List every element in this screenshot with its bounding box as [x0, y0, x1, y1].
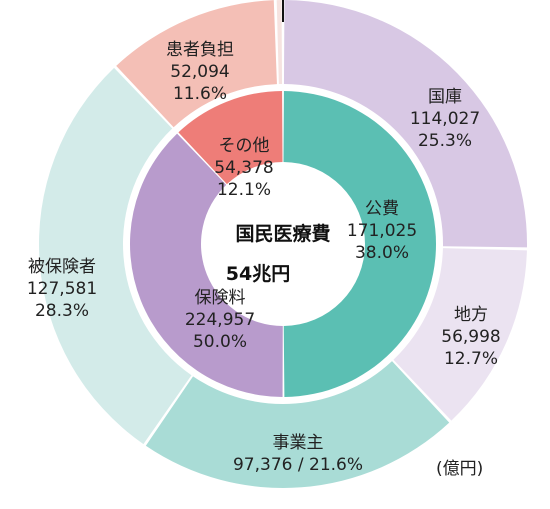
label-kanja-value: 52,094: [170, 62, 229, 82]
label-jigyonushi-value: 97,376 / 21.6%: [233, 455, 363, 475]
outer-slice-chiho: [393, 248, 527, 421]
label-kohi-percent: 38.0%: [355, 243, 409, 263]
inner-slice-sonota: [178, 91, 283, 185]
label-kokko-name: 国庫: [428, 87, 462, 107]
label-kanja-name: 患者負担: [166, 40, 234, 60]
label-hokenryo-name: 保険料: [195, 288, 246, 308]
label-hokenryo-value: 224,957: [185, 310, 255, 330]
label-kanja-percent: 11.6%: [173, 84, 227, 104]
label-chiho-value: 56,998: [441, 327, 500, 347]
label-jigyonushi-name: 事業主: [273, 433, 324, 453]
inner-slice-kohi: [130, 133, 283, 397]
label-sonota-value: 54,378: [214, 158, 273, 178]
center-label-total: 54兆円: [226, 263, 290, 285]
label-sonota-name: その他: [219, 136, 270, 156]
inner-slice-hokenryo: [283, 91, 437, 397]
outer-slice-hihokensha: [38, 67, 192, 445]
label-hihokensha-percent: 28.3%: [35, 301, 89, 321]
label-kohi-name: 公費: [365, 199, 399, 219]
center-label-title: 国民医療費: [235, 222, 330, 245]
outer-slice-kokko: [283, 0, 527, 248]
outer-slice-jigyonushi: [145, 361, 450, 488]
label-chiho-name: 地方: [454, 305, 488, 325]
label-hokenryo-percent: 50.0%: [193, 332, 247, 352]
unit-label: (億円): [436, 459, 484, 479]
label-chiho-percent: 12.7%: [444, 349, 498, 369]
label-kokko-value: 114,027: [410, 109, 480, 129]
center-hole: [202, 163, 364, 325]
label-kohi-value: 171,025: [347, 221, 417, 241]
label-hihokensha-value: 127,581: [27, 279, 97, 299]
outer-slice-sonota_outer: [276, 0, 283, 85]
outer-slice-kanja: [116, 0, 277, 128]
label-hihokensha-name: 被保険者: [28, 257, 96, 277]
label-kokko-percent: 25.3%: [418, 131, 472, 151]
label-sonota-percent: 12.1%: [217, 180, 271, 200]
